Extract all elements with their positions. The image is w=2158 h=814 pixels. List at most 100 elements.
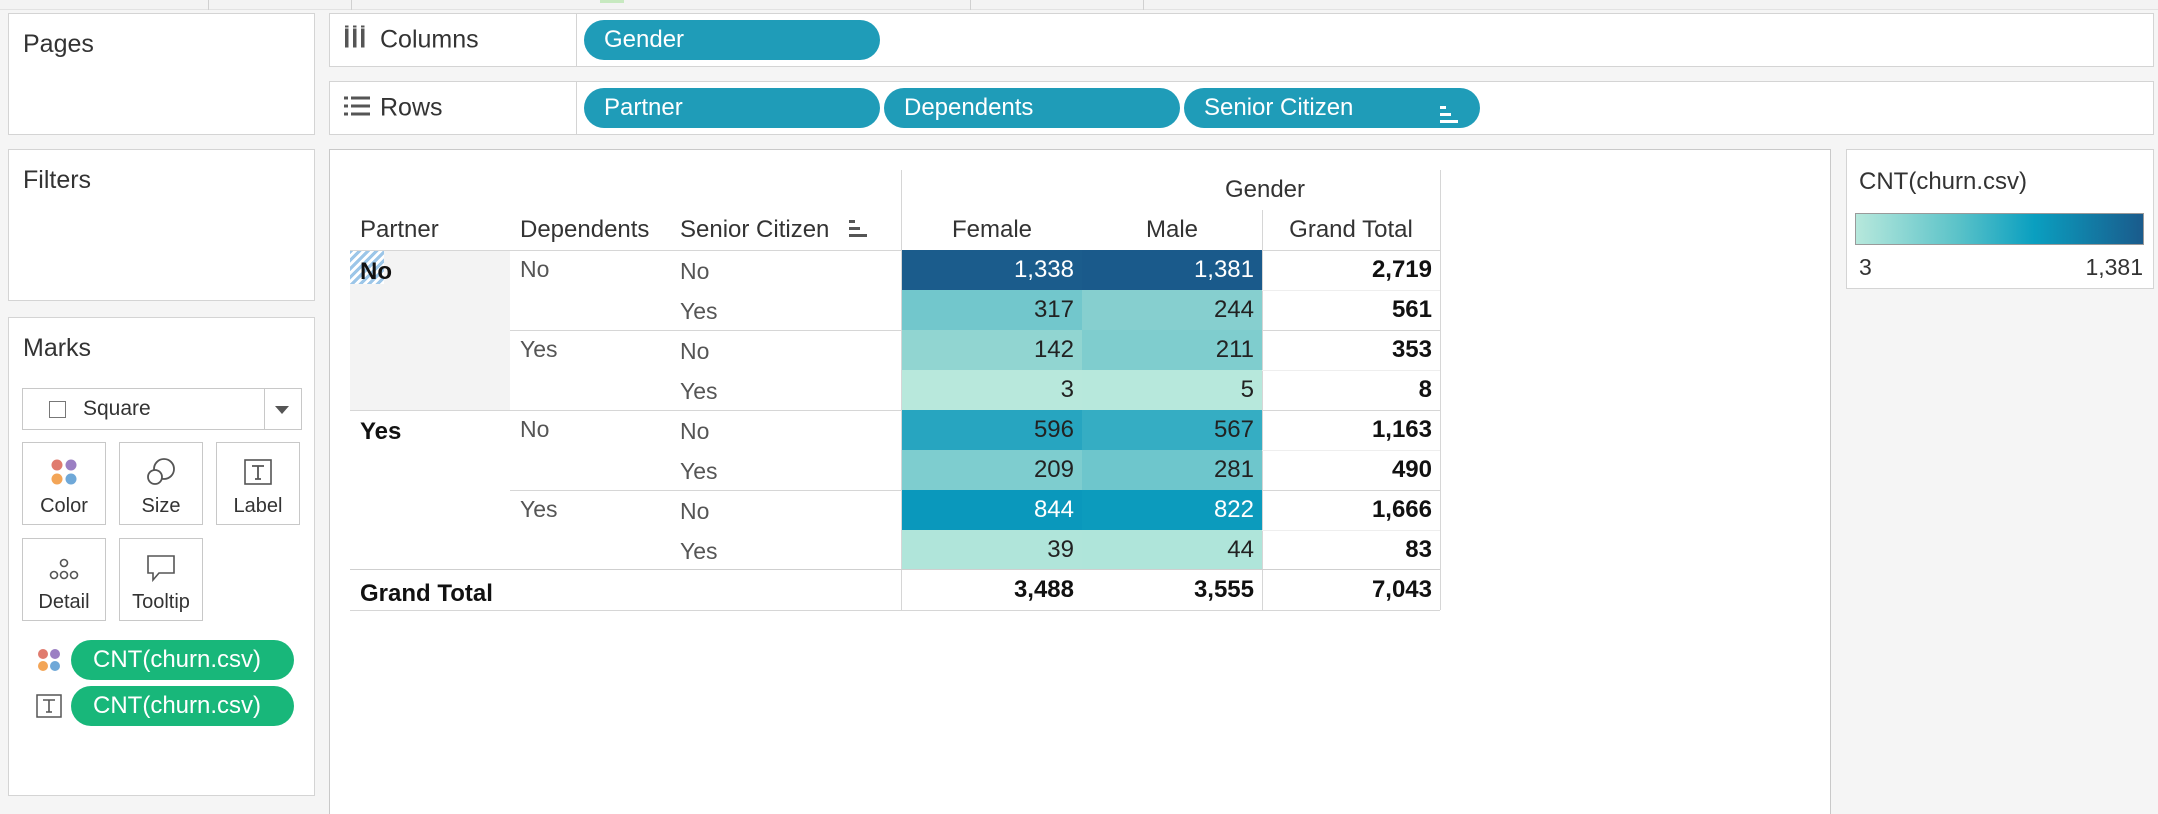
female-count-cell[interactable]: 3 [902, 370, 1082, 410]
female-count-cell[interactable]: 142 [902, 330, 1082, 370]
row-total-cell[interactable]: 1,666 [1371, 496, 1432, 523]
row-total-cell[interactable]: 561 [1391, 296, 1432, 323]
detail-button-label: Detail [38, 591, 90, 613]
color-button-label: Color [40, 495, 88, 517]
senior-citizen-row-label[interactable]: Yes [680, 378, 718, 404]
senior-citizen-pill-label: Senior Citizen [1204, 94, 1354, 121]
sort-icon[interactable] [849, 219, 869, 244]
square-mark-icon [49, 401, 66, 418]
dependents-row-label[interactable]: Yes [520, 496, 558, 522]
filters-card[interactable]: Filters [8, 149, 315, 301]
row-divider [1262, 330, 1440, 331]
tab-divider [208, 0, 209, 10]
tab-divider [1143, 0, 1144, 10]
table-bottom-border [350, 610, 1440, 611]
senior-citizen-row-label[interactable]: No [680, 498, 710, 524]
partner-header[interactable]: Partner [360, 216, 439, 243]
male-count-cell[interactable]: 281 [1082, 450, 1262, 490]
pages-card[interactable]: Pages [8, 13, 315, 135]
grand-total-header[interactable]: Grand Total [1289, 216, 1413, 243]
female-count-cell[interactable]: 209 [902, 450, 1082, 490]
size-icon [144, 457, 178, 492]
female-count-cell[interactable]: 844 [902, 490, 1082, 530]
tooltip-button-label: Tooltip [132, 591, 190, 613]
senior-citizen-row-label[interactable]: Yes [680, 538, 718, 564]
partner-row-label[interactable]: Yes [360, 418, 402, 445]
male-count-cell[interactable]: 211 [1082, 330, 1262, 370]
row-divider [510, 330, 902, 331]
female-count-cell[interactable]: 1,338 [902, 250, 1082, 290]
row-divider [350, 250, 902, 251]
female-count-cell[interactable]: 317 [902, 290, 1082, 330]
male-count-cell[interactable]: 1,381 [1082, 250, 1262, 290]
senior-citizen-row-label[interactable]: Yes [680, 298, 718, 324]
row-total-cell[interactable]: 1,163 [1371, 416, 1432, 443]
row-divider [1262, 410, 1440, 411]
label-button[interactable]: Label [216, 442, 300, 525]
color-legend[interactable]: CNT(churn.csv) 3 1,381 [1846, 149, 2154, 289]
mark-type-dropdown[interactable]: Square [22, 388, 302, 430]
grand-total-male[interactable]: 3,555 [1193, 576, 1254, 603]
label-button-label: Label [233, 495, 283, 517]
columns-icon [344, 25, 366, 55]
legend-max: 1,381 [2085, 254, 2143, 280]
row-divider [1262, 290, 1440, 291]
row-total-cell[interactable]: 83 [1405, 536, 1432, 563]
grand-total-total[interactable]: 7,043 [1371, 576, 1432, 603]
size-button[interactable]: Size [119, 442, 203, 525]
row-total-cell[interactable]: 490 [1391, 456, 1432, 483]
male-header[interactable]: Male [1145, 216, 1199, 243]
gender-header[interactable]: Gender [1224, 176, 1306, 203]
tab-divider [351, 0, 352, 10]
female-count-cell[interactable]: 596 [902, 410, 1082, 450]
active-tab-indicator [600, 0, 624, 3]
senior-citizen-row-label[interactable]: Yes [680, 458, 718, 484]
dependents-row-label[interactable]: No [520, 256, 550, 282]
partner-pill[interactable]: Partner [584, 88, 880, 128]
row-divider [1262, 450, 1440, 451]
gender-pill[interactable]: Gender [584, 20, 880, 60]
male-count-cell[interactable]: 822 [1082, 490, 1262, 530]
male-count-cell[interactable]: 567 [1082, 410, 1262, 450]
senior-citizen-row-label[interactable]: No [680, 418, 710, 444]
label-field-pill[interactable]: CNT(churn.csv) [71, 686, 294, 726]
chevron-down-icon[interactable] [275, 406, 289, 414]
tab-divider [970, 0, 971, 10]
tooltip-button[interactable]: Tooltip [119, 538, 203, 621]
row-divider [1262, 250, 1440, 251]
dependents-row-label[interactable]: No [520, 416, 550, 442]
male-count-cell[interactable]: 244 [1082, 290, 1262, 330]
columns-label: Columns [380, 25, 479, 54]
dependents-pill[interactable]: Dependents [884, 88, 1180, 128]
male-count-cell[interactable]: 44 [1082, 530, 1262, 570]
senior-citizen-pill[interactable]: Senior Citizen [1184, 88, 1480, 128]
row-divider [1262, 530, 1440, 531]
color-field-pill[interactable]: CNT(churn.csv) [71, 640, 294, 680]
columns-shelf[interactable]: Columns Gender [329, 13, 2154, 67]
color-button[interactable]: Color [22, 442, 106, 525]
row-divider [1262, 490, 1440, 491]
partner-row-label[interactable]: No [360, 258, 392, 285]
detail-button[interactable]: Detail [22, 538, 106, 621]
row-total-cell[interactable]: 2,719 [1371, 256, 1432, 283]
row-divider [510, 490, 902, 491]
male-count-cell[interactable]: 5 [1082, 370, 1262, 410]
grand-total-row-label[interactable]: Grand Total [360, 580, 493, 607]
female-count-cell[interactable]: 39 [902, 530, 1082, 570]
senior-citizen-row-label[interactable]: No [680, 258, 710, 284]
senior-citizen-row-label[interactable]: No [680, 338, 710, 364]
row-total-cell[interactable]: 8 [1418, 376, 1432, 403]
top-tab-strip [0, 0, 2158, 10]
viz-area[interactable]: Partner Dependents Senior Citizen Gender… [329, 149, 1831, 814]
dependents-header[interactable]: Dependents [520, 216, 650, 243]
grand-total-female[interactable]: 3,488 [1013, 576, 1074, 603]
female-header[interactable]: Female [951, 216, 1033, 243]
legend-title: CNT(churn.csv) [1859, 168, 2028, 195]
rows-shelf[interactable]: Rows Partner Dependents Senior Citizen [329, 81, 2154, 135]
sort-icon[interactable] [1440, 98, 1460, 138]
dependents-row-label[interactable]: Yes [520, 336, 558, 362]
senior-citizen-header[interactable]: Senior Citizen [680, 216, 830, 243]
tooltip-icon [145, 553, 177, 588]
grand-total-divider [350, 569, 1440, 570]
row-total-cell[interactable]: 353 [1391, 336, 1432, 363]
